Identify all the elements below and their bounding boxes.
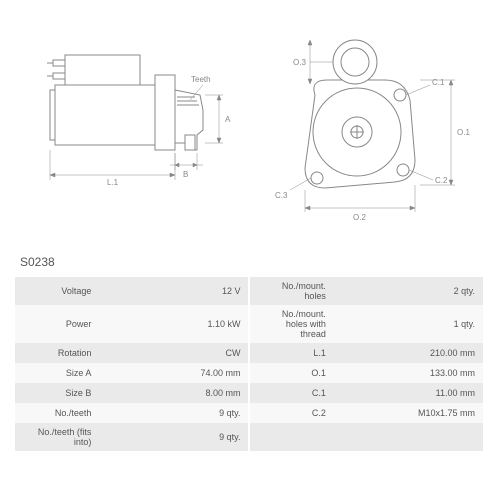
spec-row: RotationCWL.1210.00 mm (15, 343, 484, 363)
spec-row: Size B8.00 mmC.111.00 mm (15, 383, 484, 403)
dim-c2: C.2 (435, 176, 448, 185)
dim-a: A (225, 115, 231, 124)
spec-value: CW (99, 343, 249, 363)
spec-label: No./teeth (15, 403, 99, 423)
spec-label: O.1 (249, 363, 333, 383)
dim-b: B (183, 170, 188, 179)
dim-o3: O.3 (293, 58, 306, 67)
spec-label: Size B (15, 383, 99, 403)
spec-label: Power (15, 305, 99, 343)
spec-value: 2 qty. (334, 277, 484, 305)
spec-value: 8.00 mm (99, 383, 249, 403)
spec-label: No./mount. holes (249, 277, 333, 305)
spec-value: 12 V (99, 277, 249, 305)
spec-row: No./teeth9 qty.C.2M10x1.75 mm (15, 403, 484, 423)
spec-label (249, 423, 333, 451)
spec-label: Size A (15, 363, 99, 383)
spec-value: 11.00 mm (334, 383, 484, 403)
spec-row: No./teeth (fits into)9 qty. (15, 423, 484, 451)
spec-row: Size A74.00 mmO.1133.00 mm (15, 363, 484, 383)
spec-value: 210.00 mm (334, 343, 484, 363)
spec-label: No./teeth (fits into) (15, 423, 99, 451)
spec-label: No./mount. holes with thread (249, 305, 333, 343)
spec-value: 9 qty. (99, 423, 249, 451)
spec-value: 1 qty. (334, 305, 484, 343)
side-view-diagram: L.1 B A Teeth (25, 35, 235, 225)
dim-teeth: Teeth (191, 75, 211, 84)
spec-label: Rotation (15, 343, 99, 363)
dim-o1: O.1 (457, 128, 470, 137)
spec-value: 1.10 kW (99, 305, 249, 343)
spec-row: Power1.10 kWNo./mount. holes with thread… (15, 305, 484, 343)
part-number: S0238 (15, 255, 485, 269)
front-view-diagram: O.3 C.1 C.2 C.3 O.1 (255, 30, 475, 230)
specs-table: Voltage12 VNo./mount. holes2 qty.Power1.… (15, 277, 485, 451)
spec-row: Voltage12 VNo./mount. holes2 qty. (15, 277, 484, 305)
dim-c3: C.3 (275, 191, 288, 200)
dim-c1: C.1 (432, 78, 445, 87)
dim-o2: O.2 (353, 213, 366, 222)
spec-value: 133.00 mm (334, 363, 484, 383)
spec-label: C.2 (249, 403, 333, 423)
spec-value: 74.00 mm (99, 363, 249, 383)
spec-value (334, 423, 484, 451)
diagram-area: L.1 B A Teeth (15, 15, 485, 245)
spec-value: 9 qty. (99, 403, 249, 423)
dim-l1: L.1 (107, 178, 119, 187)
spec-label: Voltage (15, 277, 99, 305)
spec-label: L.1 (249, 343, 333, 363)
spec-value: M10x1.75 mm (334, 403, 484, 423)
spec-label: C.1 (249, 383, 333, 403)
